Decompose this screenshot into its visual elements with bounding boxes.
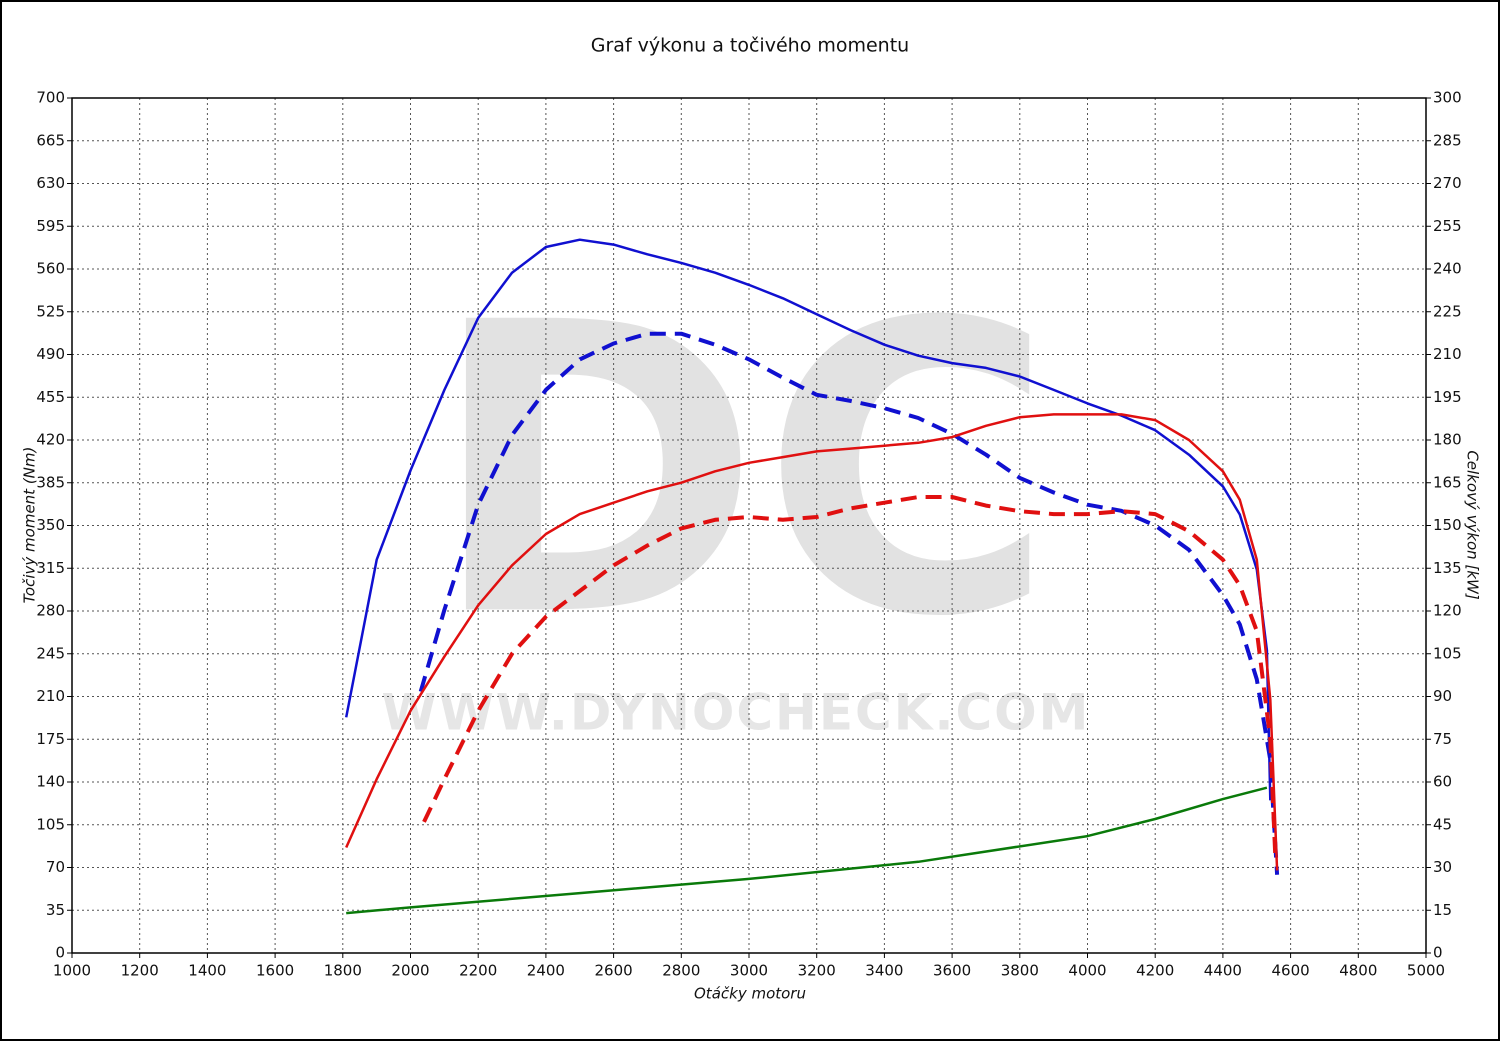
y-tick-label: 245 [36,644,65,662]
y-tick-label: 35 [46,901,65,919]
x-tick-label: 4400 [1204,962,1242,980]
x-tick-label: 1600 [256,962,294,980]
plot-frame [71,97,1427,954]
x-tick-label: 3000 [730,962,768,980]
y-tick-label: 490 [36,345,65,363]
y2-tick-label: 135 [1433,559,1462,577]
y2-tick-label: 90 [1433,687,1452,705]
x-tick-label: 2600 [595,962,633,980]
x-tick-label: 5000 [1407,962,1445,980]
y-tick-label: 560 [36,260,65,278]
y2-tick-label: 225 [1433,302,1462,320]
x-tick-label: 3600 [933,962,971,980]
y-tick-label: 595 [36,217,65,235]
y2-tick-label: 75 [1433,730,1452,748]
y2-tick-label: 150 [1433,516,1462,534]
series-line [422,495,1278,860]
y-tick-label: 455 [36,388,65,406]
x-tick-label: 2200 [459,962,497,980]
series-line [344,238,1272,801]
y-tick-label: 210 [36,687,65,705]
y-tick-label: 700 [36,89,65,107]
series-line [345,413,1279,871]
y2-tick-label: 60 [1433,773,1452,791]
x-tick-label: 1400 [188,962,226,980]
y-tick-label: 315 [36,559,65,577]
y-tick-label: 105 [36,815,65,833]
y-tick-label: 140 [36,773,65,791]
watermark: DC WWW.DYNOCHECK.COM [382,239,1091,742]
y2-tick-label: 45 [1433,815,1452,833]
x-tick-label: 2400 [527,962,565,980]
y2-tick-label: 240 [1433,260,1462,278]
watermark-url: WWW.DYNOCHECK.COM [382,684,1091,742]
y2-tick-label: 285 [1433,131,1462,149]
y-tick-label: 525 [36,302,65,320]
y2-tick-label: 300 [1433,89,1462,107]
x-tick-label: 1000 [53,962,91,980]
y-tick-label: 70 [46,858,65,876]
y-tick-label: 630 [36,174,65,192]
y-tick-label: 665 [36,131,65,149]
y-tick-label: 280 [36,602,65,620]
series-line [418,331,1280,875]
y2-axis-label: Celkový výkon [kW] [1464,450,1482,600]
y-tick-label: 350 [36,516,65,534]
y2-tick-label: 270 [1433,174,1462,192]
y-tick-label: 420 [36,431,65,449]
x-tick-label: 2000 [391,962,429,980]
y-tick-label: 175 [36,730,65,748]
x-tick-label: 4000 [1068,962,1106,980]
x-tick-label: 2800 [662,962,700,980]
x-tick-label: 3400 [865,962,903,980]
y2-tick-label: 30 [1433,858,1452,876]
y-tick-label: 385 [36,473,65,491]
y2-tick-label: 105 [1433,644,1462,662]
y2-tick-label: 180 [1433,431,1462,449]
x-tick-label: 3800 [1001,962,1039,980]
y2-tick-label: 165 [1433,473,1462,491]
y2-tick-label: 15 [1433,901,1452,919]
x-tick-label: 1200 [121,962,159,980]
watermark-logo: DC [429,239,1055,704]
x-tick-label: 4600 [1272,962,1310,980]
y-axis-label: Točivý moment (Nm) [21,447,39,604]
x-tick-label: 4200 [1136,962,1174,980]
y2-tick-label: 255 [1433,217,1462,235]
x-tick-label: 3200 [798,962,836,980]
x-axis-label: Otáčky motoru [694,985,806,1003]
y2-tick-label: 120 [1433,602,1462,620]
x-tick-label: 1800 [324,962,362,980]
x-tick-label: 4800 [1339,962,1377,980]
y2-tick-label: 195 [1433,388,1462,406]
series-line [346,786,1268,915]
chart-title: Graf výkonu a točivého momentu [591,35,909,57]
y2-tick-label: 210 [1433,345,1462,363]
y2-tick-label: 0 [1433,944,1443,962]
y-tick-label: 0 [55,944,65,962]
